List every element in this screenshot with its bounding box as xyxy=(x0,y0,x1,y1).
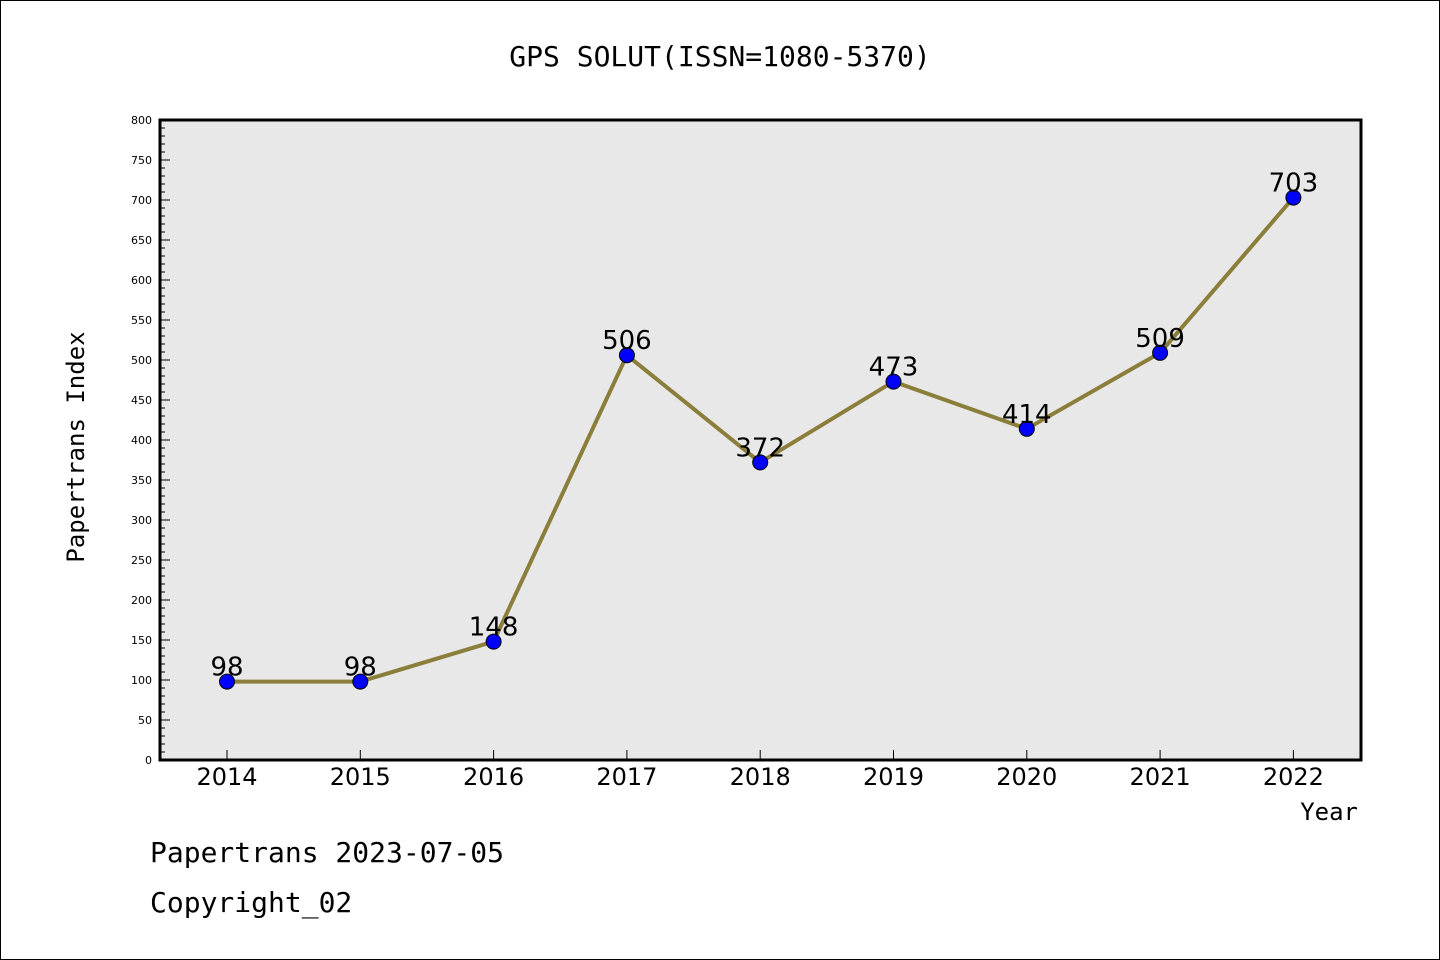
data-label: 509 xyxy=(1135,324,1185,354)
x-axis: 2014 2015 2016 2017 2018 2019 2020 2021 2022 xyxy=(196,750,1324,791)
x-tick-label: 2018 xyxy=(730,763,791,791)
data-point xyxy=(1285,189,1302,206)
chart-title: GPS SOLUT(ISSN=1080-5370) xyxy=(509,40,930,73)
y-tick-label: 300 xyxy=(131,514,152,527)
y-axis: 0 50 100 150 200 250 300 350 400 450 500 550 600 650 7… xyxy=(131,114,170,767)
plot-area xyxy=(158,118,1363,762)
data-labels: 98 98 148 506 372 473 414 509 703 xyxy=(210,169,1318,683)
data-label: 372 xyxy=(735,433,785,463)
x-tick-label: 2017 xyxy=(596,763,657,791)
data-label: 98 xyxy=(210,653,243,683)
data-point xyxy=(1018,420,1035,437)
y-tick-label: 800 xyxy=(131,114,152,127)
data-point xyxy=(219,673,235,690)
data-point xyxy=(352,673,369,690)
y-tick-label: 750 xyxy=(131,154,152,167)
data-label: 473 xyxy=(869,353,919,383)
y-tick-label: 550 xyxy=(131,314,152,327)
data-label: 98 xyxy=(344,653,377,683)
y-axis-title: Papertrans Index xyxy=(62,331,90,562)
y-tick-label: 150 xyxy=(131,634,152,647)
footer-date: Papertrans 2023-07-05 xyxy=(150,836,505,869)
data-point xyxy=(1152,344,1169,361)
x-axis-title: Year xyxy=(1300,798,1358,826)
x-tick-label: 2016 xyxy=(463,763,524,791)
y-tick-label: 200 xyxy=(131,594,152,607)
data-point xyxy=(618,347,635,364)
y-tick-label: 700 xyxy=(131,194,152,207)
data-point xyxy=(752,454,769,471)
x-tick-label: 2022 xyxy=(1263,763,1324,791)
y-tick-label: 400 xyxy=(131,434,152,447)
x-tick-label: 2021 xyxy=(1130,763,1191,791)
x-tick-label: 2014 xyxy=(196,763,257,791)
y-tick-label: 50 xyxy=(138,714,152,727)
y-tick-label: 650 xyxy=(131,234,152,247)
x-tick-label: 2019 xyxy=(863,763,924,791)
y-tick-label: 350 xyxy=(131,474,152,487)
x-tick-label: 2015 xyxy=(330,763,391,791)
footer-copyright: Copyright_02 xyxy=(150,886,353,919)
data-label: 148 xyxy=(469,613,519,643)
x-tick-label: 2020 xyxy=(996,763,1057,791)
data-label: 506 xyxy=(602,326,652,356)
data-point xyxy=(485,633,502,650)
y-tick-label: 600 xyxy=(131,274,152,287)
y-tick-label: 250 xyxy=(131,554,152,567)
series-line xyxy=(219,189,1302,690)
y-tick-label: 500 xyxy=(131,354,152,367)
data-label: 414 xyxy=(1002,400,1052,430)
y-tick-label: 450 xyxy=(131,394,152,407)
y-tick-label: 100 xyxy=(131,674,152,687)
data-label: 703 xyxy=(1269,169,1319,199)
data-point xyxy=(885,373,902,390)
y-tick-label: 0 xyxy=(145,754,152,767)
